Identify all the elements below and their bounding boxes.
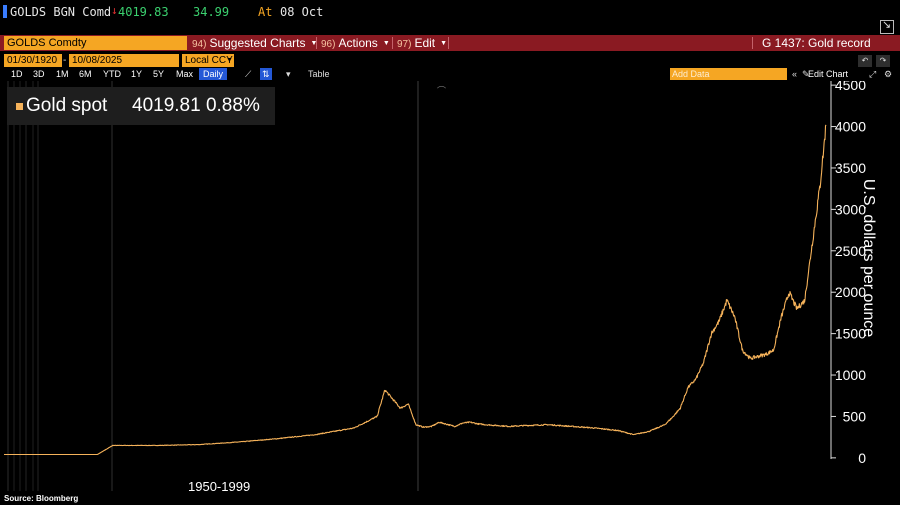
period-ytd[interactable]: YTD <box>103 69 121 79</box>
period-toolbar: 1D 3D 1M 6M YTD 1Y 5Y Max Daily ⟋ ⇅ ▾ Ta… <box>0 68 900 80</box>
collapse-icon[interactable]: « <box>792 69 798 79</box>
y-tick-label: 2500 <box>835 243 866 259</box>
zoom-icon[interactable]: ⤢ <box>869 69 877 79</box>
compare-tool-icon[interactable]: ⇅ <box>260 68 272 80</box>
redo-icon[interactable]: ↷ <box>876 55 890 67</box>
legend-swatch <box>16 103 23 110</box>
menu-label: Suggested Charts <box>209 36 306 50</box>
security-input[interactable]: GOLDS Comdty <box>4 36 187 50</box>
gold-spot-series-line[interactable] <box>3 124 827 456</box>
chart-type-icon[interactable]: ⌒ <box>437 86 447 96</box>
caret-down-icon: ▼ <box>226 57 233 64</box>
y-tick-label: 3500 <box>835 160 866 176</box>
menu-divider <box>392 37 393 49</box>
y-axis-title-text: U.S. dollars per ounce <box>860 178 877 338</box>
menu-number: 97) <box>397 39 412 50</box>
era-label: 1950-1999 <box>188 479 251 494</box>
menu-divider <box>448 37 449 49</box>
y-tick-label: 3000 <box>835 201 866 217</box>
caret-down-icon: ▼ <box>310 39 318 47</box>
y-tick-label: 0 <box>858 450 866 466</box>
frequency-select[interactable]: Daily <box>199 68 228 80</box>
period-1y[interactable]: 1Y <box>131 69 143 79</box>
security-marker <box>3 5 7 18</box>
start-date-field[interactable]: 01/30/1920 <box>4 54 62 67</box>
source-note: Source: Bloomberg <box>4 494 79 503</box>
suggested-charts-menu[interactable]: 94) Suggested Charts ▼ <box>192 35 317 51</box>
table-button[interactable]: Table <box>308 69 330 79</box>
expand-window-icon[interactable] <box>880 18 894 34</box>
chart-overlay: Gold spot 4019.81 0.88% ⌒ <box>0 81 900 491</box>
actions-menu[interactable]: 96) Actions ▼ <box>321 35 390 51</box>
period-max[interactable]: Max <box>176 69 194 79</box>
down-arrow-icon: ↓ <box>111 4 118 17</box>
period-1d[interactable]: 1D <box>11 69 23 79</box>
edit-menu[interactable]: 97) Edit ▼ <box>397 35 447 51</box>
y-axis-title: U.S. dollars per ounce <box>860 179 877 337</box>
legend-series-name: Gold spot <box>26 95 108 116</box>
y-tick-label: 1500 <box>835 326 866 342</box>
menu-divider <box>752 37 753 49</box>
gear-icon[interactable]: ⚙ <box>884 69 893 79</box>
news-headline[interactable]: G 1437: Gold record <box>762 36 871 50</box>
period-1m[interactable]: 1M <box>56 69 69 79</box>
ticker-line: GOLDS BGN Comd ↓ 4019.83 34.99 At 08 Oct <box>0 0 900 24</box>
period-5y[interactable]: 5Y <box>153 69 165 79</box>
menu-label: Edit <box>414 36 436 50</box>
add-data-input[interactable]: Add Data <box>670 68 787 80</box>
menu-label: Actions <box>338 36 378 50</box>
caret-down-icon[interactable]: ▾ <box>286 69 291 79</box>
undo-icon[interactable]: ↶ <box>858 55 872 67</box>
end-date-field[interactable]: 10/08/2025 <box>69 54 179 67</box>
ticker-symbol: GOLDS BGN Comd <box>10 5 112 19</box>
date-range-row: 01/30/1920 - 10/08/2025 Local CCY ▼ ↶ ↷ <box>0 54 900 67</box>
ticker-date: 08 Oct <box>280 5 324 19</box>
pencil-icon[interactable]: ✎ <box>802 69 810 79</box>
y-tick-label: 4000 <box>835 119 866 135</box>
ticker-change: 34.99 <box>193 5 230 19</box>
y-tick-label: 500 <box>843 408 867 424</box>
caret-down-icon: ▼ <box>440 39 448 47</box>
y-tick-label: 4500 <box>835 81 866 93</box>
currency-select[interactable]: Local CCY <box>182 54 234 67</box>
legend-series-value: 4019.81 0.88% <box>132 95 260 116</box>
y-tick-label: 1000 <box>835 367 866 383</box>
ticker-at-label: At <box>258 5 273 19</box>
menu-number: 94) <box>192 39 207 50</box>
command-bar: GOLDS Comdty 94) Suggested Charts ▼ 96) Act… <box>0 35 900 51</box>
legend: Gold spot 4019.81 0.88% <box>7 87 275 125</box>
menu-number: 96) <box>321 39 336 50</box>
price-chart[interactable]: 0 500 1000 1500 2000 2500 3000 3500 4000 4500 <box>0 81 900 491</box>
ticker-price: 4019.83 <box>118 5 169 19</box>
edit-chart-button[interactable]: Edit Chart <box>808 69 849 79</box>
date-separator: - <box>63 55 67 66</box>
caret-down-icon: ▼ <box>382 39 390 47</box>
line-tool-icon[interactable]: ⟋ <box>245 69 252 79</box>
period-6m[interactable]: 6M <box>79 69 92 79</box>
period-3d[interactable]: 3D <box>33 69 45 79</box>
y-tick-label: 2000 <box>835 284 866 300</box>
menu-divider <box>316 37 317 49</box>
